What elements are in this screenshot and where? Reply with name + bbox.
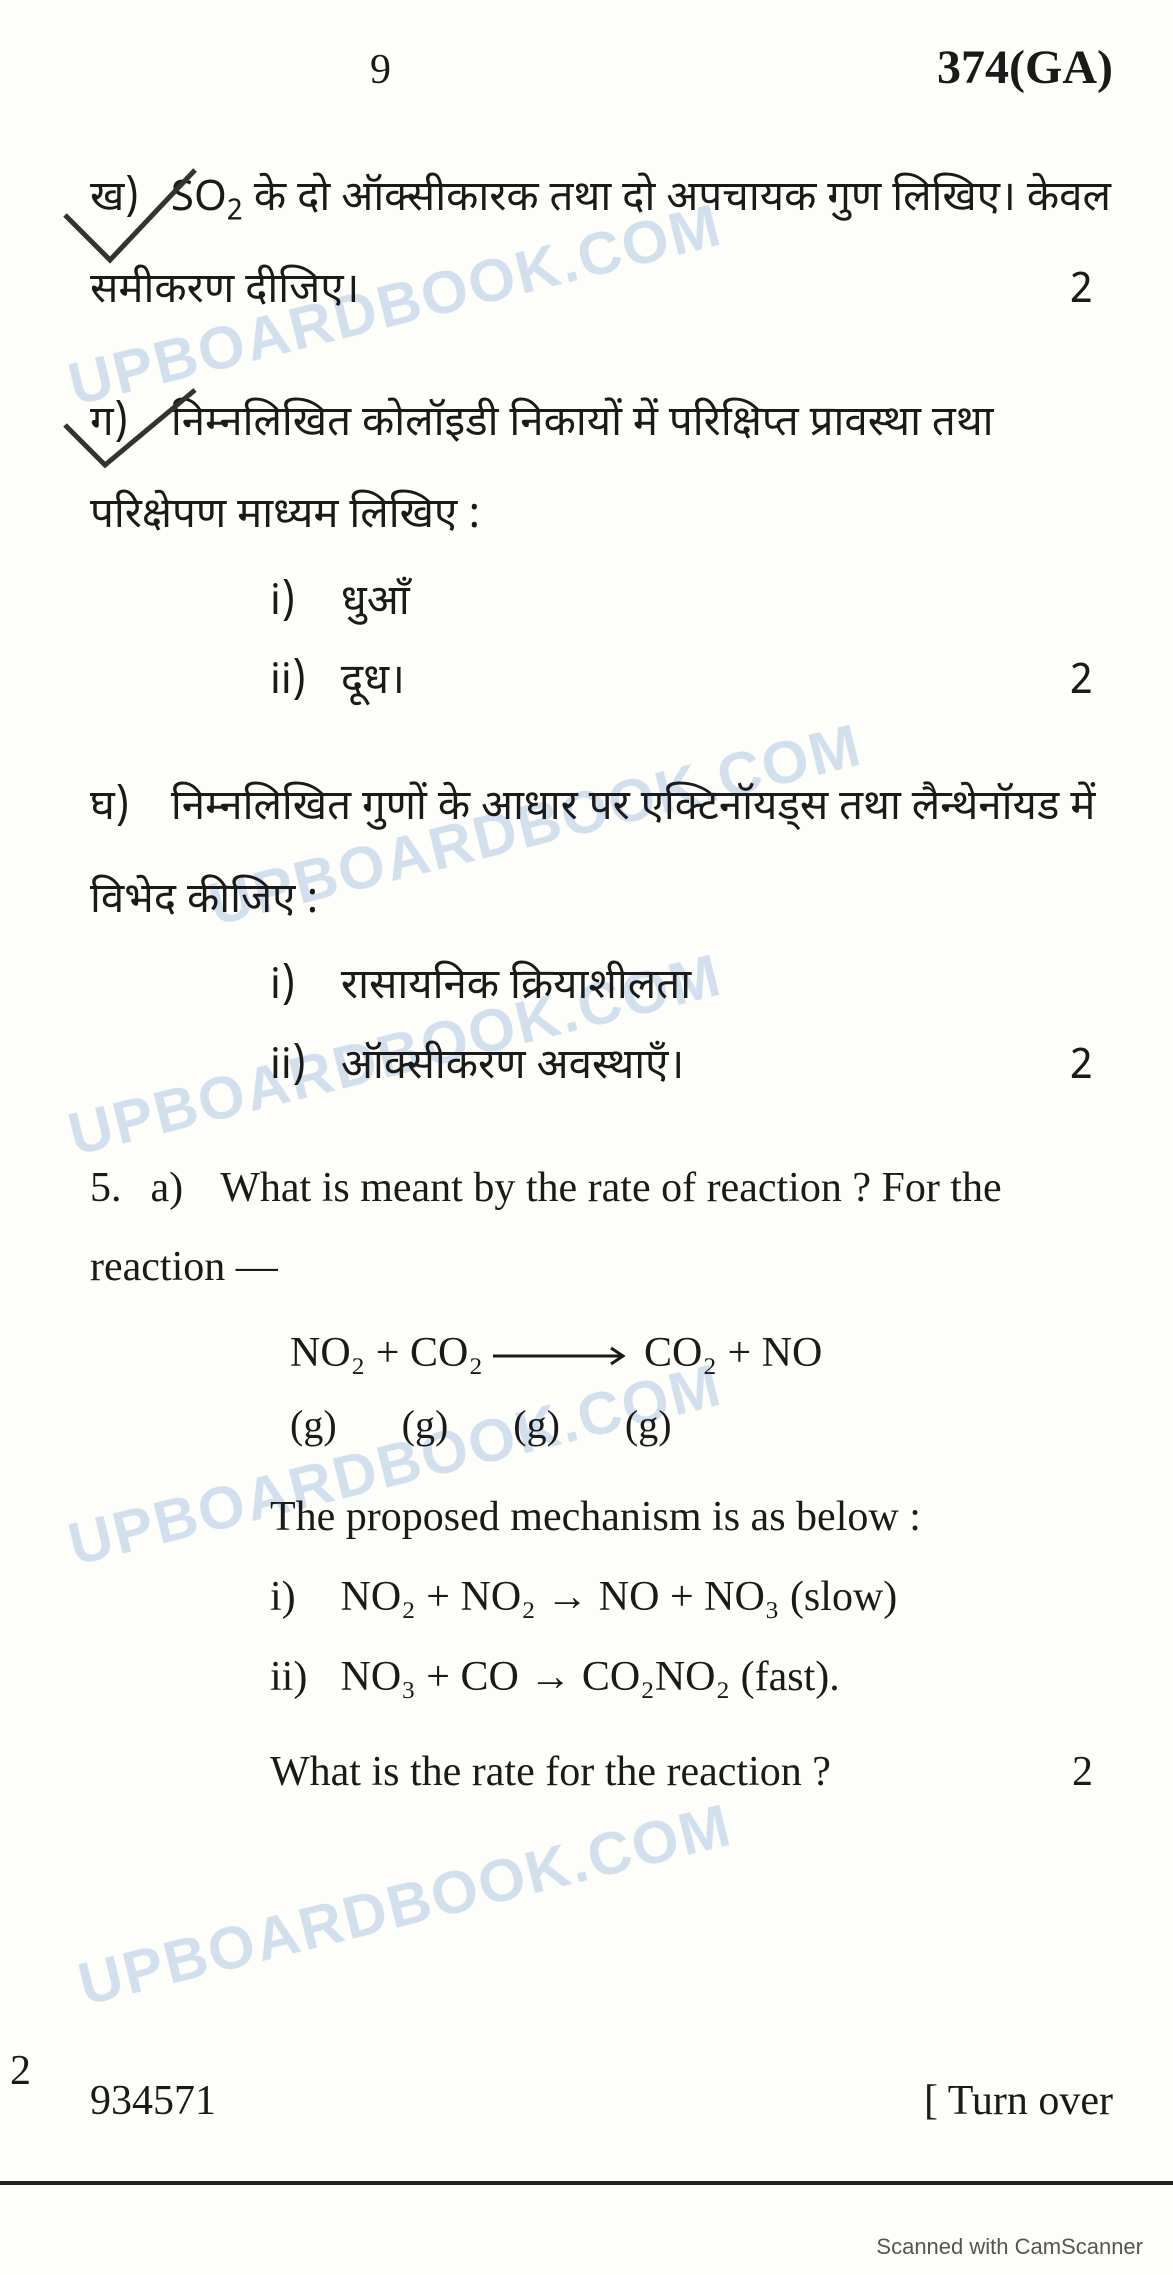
mech-eq: NO₂ + NO₂ → NO + NO₃ (slow): [341, 1574, 898, 1620]
question-text: What is the rate for the reaction ?: [270, 1749, 831, 1795]
mechanism-step-ii: ii) NO₃ + CO → CO₂NO₂ (fast).: [270, 1638, 1113, 1718]
question-gh: घ) निम्नलिखित गुणों के आधार पर एक्टिनॉयड…: [90, 764, 1113, 1108]
marks: 2: [1070, 644, 1093, 724]
mechanism-step-i: i) NO₂ + NO₂ → NO + NO₃ (slow): [270, 1558, 1113, 1638]
marks: 2: [1070, 247, 1093, 339]
scanner-watermark: Scanned with CamScanner: [876, 2234, 1143, 2260]
sub-item-ii: ii) ऑक्सीकरण अवस्थाएँ। 2: [270, 1029, 1113, 1109]
subscript: 2: [227, 193, 243, 231]
sub-item-i: i) धुआँ: [270, 565, 1113, 645]
sub-item-i: i) रासायनिक क्रियाशीलता: [270, 949, 1113, 1029]
sub-label: ii): [270, 1638, 330, 1718]
page-header: 9 374(GA): [90, 40, 1113, 95]
turn-over: [ Turn over: [924, 2077, 1113, 2125]
page-footer: 934571 [ Turn over: [90, 2077, 1113, 2125]
sub-text: रासायनिक क्रियाशीलता: [341, 961, 691, 1016]
question-label: a): [151, 1149, 211, 1229]
sub-text: धुआँ: [341, 577, 410, 632]
checkmark-icon: [60, 385, 200, 485]
sub-label: ii): [270, 1029, 330, 1109]
question-number: 5.: [90, 1149, 140, 1229]
question-text: निम्नलिखित गुणों के आधार पर एक्टिनॉयड्स …: [90, 782, 1095, 929]
question-kh: ख) SO2 के दो ऑक्सीकारक तथा दो अपचायक गुण…: [90, 155, 1113, 340]
sub-label: i): [270, 565, 330, 645]
exam-page: UPBOARDBOOK.COM UPBOARDBOOK.COM UPBOARDB…: [0, 0, 1173, 2275]
eq-rhs: CO₂ + NO: [644, 1330, 822, 1376]
mechanism-intro: The proposed mechanism is as below :: [270, 1478, 1113, 1558]
sub-label: i): [270, 1558, 330, 1638]
page-edge: [0, 2181, 1173, 2185]
arrow-icon: [493, 1344, 633, 1368]
question-text: निम्नलिखित कोलॉइडी निकायों में परिक्षिप्…: [90, 398, 994, 545]
mech-eq: NO₃ + CO → CO₂NO₂ (fast).: [341, 1654, 840, 1700]
question-text: के दो ऑक्सीकारक तथा दो अपचायक गुण लिखिए।…: [90, 173, 1111, 320]
question-text: What is meant by the rate of reaction ? …: [90, 1165, 1002, 1291]
paper-code: 374(GA): [937, 40, 1113, 95]
sub-label: i): [270, 949, 330, 1029]
left-margin-number: 2: [10, 2047, 31, 2095]
marks: 2: [1070, 1029, 1093, 1109]
checkmark-icon: [60, 165, 200, 285]
reaction-equation: NO₂ + CO₂ CO₂ + NO: [290, 1320, 1113, 1387]
footer-code: 934571: [90, 2077, 216, 2125]
watermark: UPBOARDBOOK.COM: [72, 1790, 739, 2019]
state-labels: (g) (g) (g) (g): [290, 1387, 1113, 1463]
question-g: ग) निम्नलिखित कोलॉइडी निकायों में परिक्ष…: [90, 380, 1113, 724]
sub-item-ii: ii) दूध। 2: [270, 644, 1113, 724]
sub-text: दूध।: [341, 656, 405, 711]
sub-text: ऑक्सीकरण अवस्थाएँ।: [341, 1041, 684, 1096]
eq-lhs: NO₂ + CO₂: [290, 1330, 483, 1376]
question-5a: 5. a) What is meant by the rate of react…: [90, 1149, 1113, 1813]
rate-question: What is the rate for the reaction ? 2: [270, 1733, 1113, 1813]
marks: 2: [1072, 1733, 1093, 1813]
page-number: 9: [370, 46, 391, 94]
question-label: घ): [90, 764, 160, 856]
sub-label: ii): [270, 644, 330, 724]
